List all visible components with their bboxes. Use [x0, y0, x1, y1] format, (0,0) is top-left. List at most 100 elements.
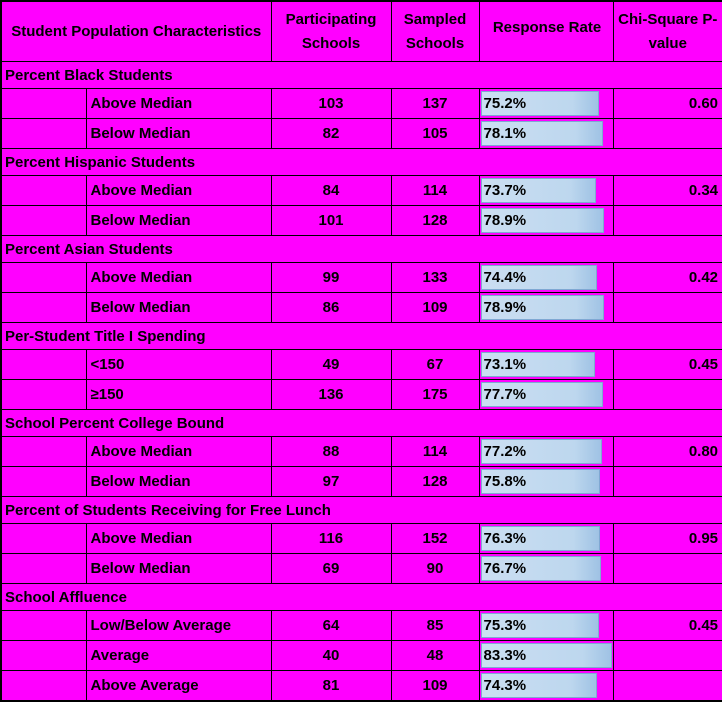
response-rate-data-bar — [480, 613, 599, 638]
response-rate-value: 75.8% — [483, 473, 527, 490]
table-row: <150 49 67 73.1% 0.45 — [0, 349, 722, 380]
sampled-schools-cell: 85 — [390, 610, 480, 641]
participating-schools-cell: 49 — [270, 349, 392, 380]
response-rate-data-bar — [480, 121, 604, 146]
p-value-cell: 0.45 — [612, 610, 722, 641]
table-row: Above Average 81 109 74.3% — [0, 670, 722, 702]
section-title: Percent Black Students — [0, 61, 722, 89]
table-header: Student Population Characteristics Parti… — [0, 0, 722, 62]
response-rate-value: 78.9% — [483, 212, 527, 229]
sampled-schools-cell: 90 — [390, 553, 480, 584]
header-participating-schools: Participating Schools — [270, 0, 392, 62]
response-rate-cell: 73.1% — [478, 349, 614, 380]
p-value-cell: 0.45 — [612, 349, 722, 380]
response-rate-value: 76.3% — [483, 530, 527, 547]
header-chi-square-p-value: Chi-Square P-value — [612, 0, 722, 62]
response-rate-cell: 74.3% — [478, 670, 614, 702]
sampled-schools-cell: 109 — [390, 292, 480, 323]
participating-schools-cell: 86 — [270, 292, 392, 323]
indent-cell — [0, 349, 87, 380]
header-sampled-schools: Sampled Schools — [390, 0, 480, 62]
category-label-cell: Above Median — [85, 88, 272, 119]
response-rate-data-bar — [480, 352, 596, 377]
section-row: School Affluence — [0, 583, 722, 611]
section-title: School Percent College Bound — [0, 409, 722, 437]
section-title: School Affluence — [0, 583, 722, 611]
category-label-cell: ≥150 — [85, 379, 272, 410]
p-value-cell: 0.95 — [612, 523, 722, 554]
indent-cell — [0, 553, 87, 584]
table-row: Average 40 48 83.3% — [0, 640, 722, 671]
p-value-cell: 0.34 — [612, 175, 722, 206]
sampled-schools-cell: 128 — [390, 205, 480, 236]
response-rate-cell: 74.4% — [478, 262, 614, 293]
response-rate-value: 73.7% — [483, 182, 527, 199]
participating-schools-cell: 40 — [270, 640, 392, 671]
response-rate-cell: 75.3% — [478, 610, 614, 641]
participating-schools-cell: 82 — [270, 118, 392, 149]
response-rate-cell: 77.7% — [478, 379, 614, 410]
participating-schools-cell: 84 — [270, 175, 392, 206]
response-rate-cell: 78.9% — [478, 205, 614, 236]
category-label-cell: <150 — [85, 349, 272, 380]
sampled-schools-cell: 128 — [390, 466, 480, 497]
response-rate-value: 77.7% — [483, 386, 527, 403]
participating-schools-cell: 103 — [270, 88, 392, 119]
p-value-cell: 0.60 — [612, 88, 722, 119]
participating-schools-cell: 97 — [270, 466, 392, 497]
category-label-cell: Above Median — [85, 436, 272, 467]
category-label-cell: Below Median — [85, 466, 272, 497]
response-rate-cell: 76.3% — [478, 523, 614, 554]
p-value-cell — [612, 553, 722, 584]
table-row: Below Median 101 128 78.9% — [0, 205, 722, 236]
indent-cell — [0, 640, 87, 671]
table-row: Below Median 82 105 78.1% — [0, 118, 722, 149]
category-label-cell: Above Median — [85, 262, 272, 293]
response-rate-cell: 73.7% — [478, 175, 614, 206]
section-row: Percent Hispanic Students — [0, 148, 722, 176]
category-label-cell: Below Median — [85, 553, 272, 584]
response-rate-value: 78.1% — [483, 125, 527, 142]
participating-schools-cell: 136 — [270, 379, 392, 410]
table-row: Above Median 116 152 76.3% 0.95 — [0, 523, 722, 554]
p-value-cell — [612, 118, 722, 149]
response-rate-cell: 75.2% — [478, 88, 614, 119]
sampled-schools-cell: 175 — [390, 379, 480, 410]
sampled-schools-cell: 133 — [390, 262, 480, 293]
response-rate-value: 78.9% — [483, 299, 527, 316]
section-row: School Percent College Bound — [0, 409, 722, 437]
participating-schools-cell: 81 — [270, 670, 392, 702]
response-rate-data-bar — [480, 439, 602, 464]
header-student-population-characteristics: Student Population Characteristics — [0, 0, 272, 62]
indent-cell — [0, 436, 87, 467]
response-rate-data-bar — [480, 526, 601, 551]
section-title: Percent of Students Receiving for Free L… — [0, 496, 722, 524]
category-label-cell: Below Median — [85, 292, 272, 323]
category-label-cell: Below Median — [85, 118, 272, 149]
indent-cell — [0, 118, 87, 149]
table-row: Low/Below Average 64 85 75.3% 0.45 — [0, 610, 722, 641]
response-rate-cell: 83.3% — [478, 640, 614, 671]
p-value-cell — [612, 670, 722, 702]
response-rate-value: 74.4% — [483, 269, 527, 286]
p-value-cell — [612, 640, 722, 671]
participating-schools-cell: 88 — [270, 436, 392, 467]
section-title: Per-Student Title I Spending — [0, 322, 722, 350]
response-rate-cell: 78.1% — [478, 118, 614, 149]
response-rate-data-bar — [480, 208, 605, 233]
response-rate-cell: 75.8% — [478, 466, 614, 497]
participating-schools-cell: 101 — [270, 205, 392, 236]
response-rate-data-bar — [480, 295, 605, 320]
sampled-schools-cell: 48 — [390, 640, 480, 671]
response-rate-data-bar — [480, 178, 597, 203]
section-row: Percent of Students Receiving for Free L… — [0, 496, 722, 524]
table-row: Above Median 84 114 73.7% 0.34 — [0, 175, 722, 206]
indent-cell — [0, 262, 87, 293]
indent-cell — [0, 670, 87, 702]
table-row: ≥150 136 175 77.7% — [0, 379, 722, 410]
response-rate-value: 77.2% — [483, 443, 527, 460]
sampled-schools-cell: 114 — [390, 436, 480, 467]
section-title: Percent Hispanic Students — [0, 148, 722, 176]
